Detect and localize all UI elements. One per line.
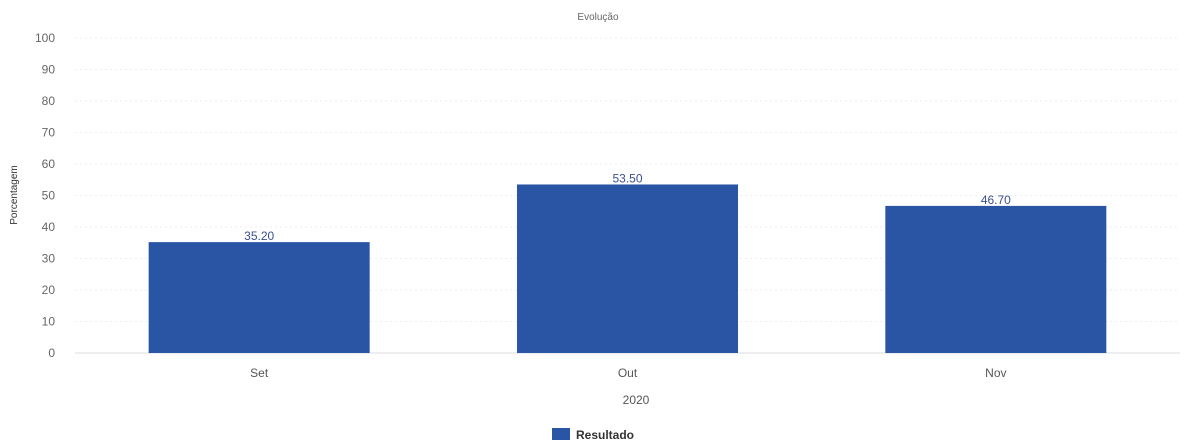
- x-axis-label: 2020: [623, 393, 650, 407]
- legend-label-resultado: Resultado: [576, 428, 634, 442]
- data-label: 46.70: [981, 193, 1011, 207]
- x-tick-label: Set: [250, 366, 269, 380]
- y-tick-label: 20: [42, 283, 56, 297]
- data-label: 35.20: [244, 229, 274, 243]
- y-tick-label: 10: [42, 315, 56, 329]
- bar-nov[interactable]: [885, 205, 1107, 353]
- y-tick-label: 60: [42, 157, 56, 171]
- bars: 35.20 53.50 46.70: [148, 171, 1107, 353]
- y-tick-label: 80: [42, 94, 56, 108]
- legend-swatch-resultado: [552, 428, 570, 440]
- y-tick-label: 40: [42, 220, 56, 234]
- data-label: 53.50: [612, 171, 642, 185]
- y-tick-label: 70: [42, 126, 56, 140]
- bar-set[interactable]: [148, 242, 370, 353]
- y-axis-ticks: 0 10 20 30 40 50 60 70 80 90 100: [35, 31, 55, 360]
- chart-title: Evolução: [577, 12, 619, 23]
- x-tick-label: Out: [618, 366, 638, 380]
- y-tick-label: 30: [42, 252, 56, 266]
- y-axis-label: Porcentagem: [9, 165, 20, 224]
- legend[interactable]: Resultado: [552, 428, 634, 442]
- x-tick-label: Nov: [985, 366, 1006, 380]
- y-tick-label: 0: [48, 346, 55, 360]
- y-tick-label: 100: [35, 31, 55, 45]
- y-tick-label: 50: [42, 189, 56, 203]
- x-axis-ticks: Set Out Nov: [250, 366, 1006, 380]
- y-tick-label: 90: [42, 63, 56, 77]
- bar-out[interactable]: [517, 184, 738, 353]
